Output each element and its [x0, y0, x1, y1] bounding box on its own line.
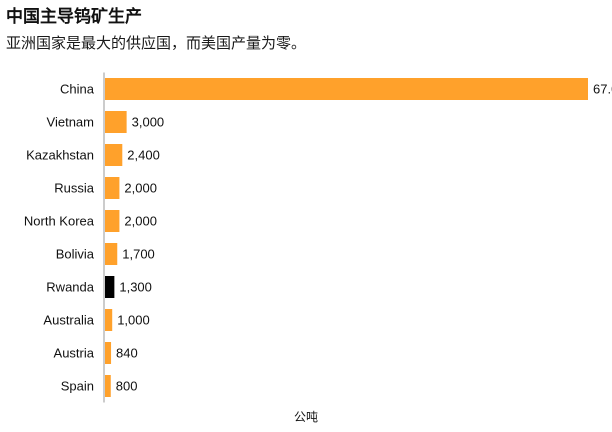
value-label-vietnam: 3,000 [132, 115, 165, 130]
bars-group: China 67.00K Vietnam 3,000 Kazakhstan 2,400 Ru… [24, 78, 612, 397]
bar-bolivia [105, 243, 118, 265]
value-label-china: 67.00K [593, 82, 612, 97]
category-label-north-korea: North Korea [24, 214, 95, 229]
bar-china [105, 78, 588, 100]
bar-vietnam [105, 111, 127, 133]
bar-australia [105, 309, 113, 331]
value-label-australia: 1,000 [117, 313, 150, 328]
value-label-austria: 840 [116, 346, 138, 361]
category-label-russia: Russia [54, 181, 95, 196]
bar-russia [105, 177, 120, 199]
category-label-bolivia: Bolivia [56, 247, 95, 262]
value-label-spain: 800 [116, 379, 138, 394]
bar-kazakhstan [105, 144, 123, 166]
category-label-vietnam: Vietnam [47, 115, 94, 130]
bar-north-korea [105, 210, 120, 232]
category-label-rwanda: Rwanda [46, 280, 94, 295]
category-label-australia: Australia [43, 313, 94, 328]
category-label-kazakhstan: Kazakhstan [26, 148, 94, 163]
bar-spain [105, 375, 111, 397]
category-label-china: China [60, 82, 95, 97]
chart-title: 中国主导钨矿生产 [6, 7, 142, 27]
bar-rwanda [105, 276, 115, 298]
value-label-russia: 2,000 [124, 181, 157, 196]
category-label-austria: Austria [54, 346, 95, 361]
bar-austria [105, 342, 112, 364]
value-label-north-korea: 2,000 [124, 214, 157, 229]
category-label-spain: Spain [61, 379, 94, 394]
value-label-rwanda: 1,300 [119, 280, 152, 295]
chart-subtitle: 亚洲国家是最大的供应国，而美国产量为零。 [6, 34, 307, 52]
value-label-kazakhstan: 2,400 [127, 148, 160, 163]
x-axis-unit-label: 公吨 [293, 410, 318, 424]
value-label-bolivia: 1,700 [122, 247, 155, 262]
